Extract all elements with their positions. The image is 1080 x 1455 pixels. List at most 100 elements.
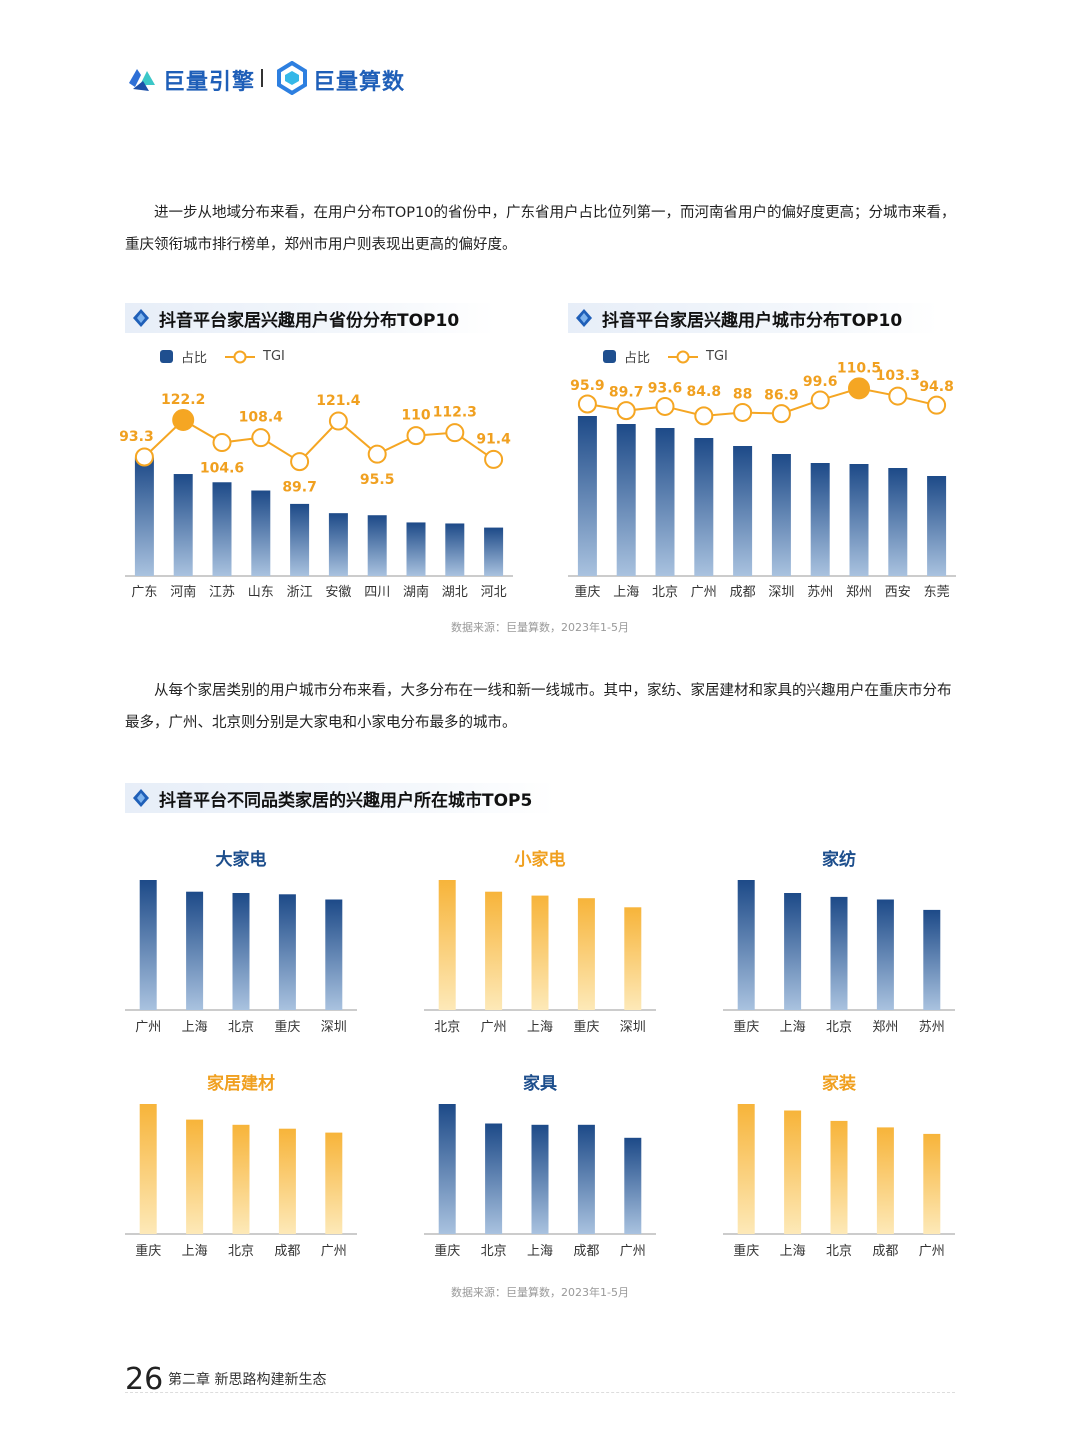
section-title-city: 抖音平台家居兴趣用户城市分布TOP10 bbox=[568, 303, 938, 333]
x-tick-label: 上海 bbox=[780, 1244, 806, 1259]
x-tick-label: 成都 bbox=[573, 1244, 599, 1259]
tgi-marker-icon bbox=[668, 350, 699, 363]
tgi-point bbox=[694, 406, 714, 426]
tgi-marker-icon bbox=[225, 350, 256, 363]
x-tick-label: 广州 bbox=[919, 1244, 945, 1259]
bar-share bbox=[616, 424, 636, 576]
tgi-line bbox=[587, 387, 937, 417]
bar bbox=[737, 1104, 755, 1234]
x-tick-label: 北京 bbox=[826, 1020, 852, 1035]
section-marker-icon bbox=[133, 789, 149, 807]
bar-share bbox=[655, 428, 675, 576]
category-bar-chart: 重庆 上海 北京 成都 广州 bbox=[125, 1104, 357, 1259]
tgi-data-label: 89.7 bbox=[282, 480, 317, 496]
x-tick-label: 广州 bbox=[321, 1244, 347, 1259]
x-tick-label: 广州 bbox=[135, 1020, 161, 1035]
x-tick-label: 江苏 bbox=[209, 584, 235, 600]
bar-share bbox=[290, 503, 310, 576]
category-bar-chart: 重庆 北京 上海 成都 广州 bbox=[424, 1104, 656, 1259]
bar bbox=[876, 1127, 894, 1234]
bar bbox=[186, 891, 204, 1010]
x-tick-label: 北京 bbox=[826, 1244, 852, 1259]
header: 巨量引擎 巨量算数 bbox=[125, 58, 525, 98]
legend-share-swatch bbox=[160, 350, 173, 363]
tgi-point bbox=[848, 377, 870, 400]
x-tick-label: 北京 bbox=[481, 1244, 507, 1259]
x-tick-label: 上海 bbox=[182, 1244, 208, 1259]
category-chart-title: 小家电 bbox=[514, 850, 566, 870]
province-chart: 广东 河南 江苏 山东 浙江 安徽 四川 湖南 湖北 河北 93.3 122.2 104.6 108.4 8… bbox=[120, 392, 513, 600]
page-number: 26 bbox=[125, 1362, 164, 1397]
intro-paragraph-region: 进一步从地域分布来看，在用户分布TOP10的省份中，广东省用户占比位列第一，而河… bbox=[125, 205, 956, 253]
tgi-point bbox=[445, 423, 465, 443]
bar-share bbox=[733, 446, 753, 576]
bar bbox=[577, 898, 595, 1010]
x-tick-label: 上海 bbox=[613, 585, 639, 600]
x-tick-label: 成都 bbox=[730, 585, 756, 600]
bar-share bbox=[328, 513, 348, 576]
bar-share bbox=[888, 468, 908, 576]
tgi-point bbox=[367, 444, 387, 464]
tgi-data-label: 95.5 bbox=[360, 472, 395, 488]
x-tick-label: 河南 bbox=[170, 584, 196, 600]
bar bbox=[531, 895, 549, 1010]
tgi-point bbox=[888, 386, 908, 406]
tgi-data-label: 108.4 bbox=[239, 410, 284, 426]
x-tick-label: 上海 bbox=[527, 1020, 553, 1035]
tgi-point bbox=[616, 401, 636, 421]
x-tick-label: 成都 bbox=[872, 1244, 898, 1259]
section-marker-icon bbox=[576, 309, 592, 327]
category-bar-chart: 重庆 上海 北京 郑州 苏州 bbox=[723, 880, 955, 1035]
tgi-point bbox=[484, 449, 504, 469]
footer-divider bbox=[125, 1392, 955, 1393]
x-tick-label: 西安 bbox=[885, 585, 911, 600]
section-title-province: 抖音平台家居兴趣用户省份分布TOP10 bbox=[125, 303, 495, 333]
ocean-engine-logo-icon bbox=[129, 69, 155, 91]
tgi-point bbox=[328, 411, 348, 431]
tgi-data-label: 103.3 bbox=[876, 368, 920, 384]
bar-share bbox=[212, 482, 232, 576]
bar bbox=[438, 1104, 456, 1234]
x-tick-label: 郑州 bbox=[872, 1020, 898, 1035]
x-tick-label: 深圳 bbox=[321, 1020, 347, 1035]
x-tick-label: 北京 bbox=[652, 585, 678, 600]
bar bbox=[923, 1133, 941, 1234]
tgi-data-label: 89.7 bbox=[609, 385, 644, 401]
category-chart-title: 家纺 bbox=[822, 850, 856, 870]
x-tick-label: 北京 bbox=[228, 1020, 254, 1035]
x-tick-label: 重庆 bbox=[733, 1019, 759, 1035]
tgi-data-label: 91.4 bbox=[476, 431, 511, 447]
juliang-suanshu-logo-icon bbox=[277, 61, 307, 95]
bar bbox=[784, 1110, 802, 1234]
bar bbox=[876, 899, 894, 1010]
legend-share-swatch bbox=[603, 350, 616, 363]
x-tick-label: 安徽 bbox=[325, 585, 351, 600]
bar bbox=[830, 896, 848, 1010]
legend-tgi: TGI bbox=[225, 349, 285, 364]
tgi-point bbox=[406, 426, 426, 446]
bar bbox=[438, 880, 456, 1010]
bar bbox=[325, 1132, 343, 1234]
bar-share bbox=[694, 438, 714, 576]
x-tick-label: 四川 bbox=[364, 585, 390, 600]
x-tick-label: 河北 bbox=[481, 585, 507, 600]
bar bbox=[624, 1137, 642, 1234]
section-title-text: 抖音平台不同品类家居的兴趣用户所在城市TOP5 bbox=[159, 790, 533, 811]
x-tick-label: 广州 bbox=[691, 585, 717, 600]
x-tick-label: 苏州 bbox=[919, 1019, 945, 1035]
tgi-point bbox=[577, 394, 597, 414]
legend-share-label: 占比 bbox=[624, 351, 651, 366]
bar-share bbox=[134, 457, 154, 576]
tgi-point bbox=[134, 447, 154, 467]
tgi-point bbox=[290, 452, 310, 472]
bar bbox=[577, 1124, 595, 1234]
tgi-data-label: 93.6 bbox=[648, 380, 683, 396]
bar-share bbox=[849, 464, 869, 576]
tgi-data-label: 93.3 bbox=[120, 429, 154, 445]
tgi-point bbox=[172, 409, 195, 432]
section-title-category: 抖音平台不同品类家居的兴趣用户所在城市TOP5 bbox=[125, 783, 555, 813]
brand-divider bbox=[261, 69, 263, 87]
x-tick-label: 深圳 bbox=[620, 1020, 646, 1035]
brand-juliang-suanshu: 巨量算数 bbox=[313, 70, 406, 95]
bar-share bbox=[484, 527, 504, 576]
